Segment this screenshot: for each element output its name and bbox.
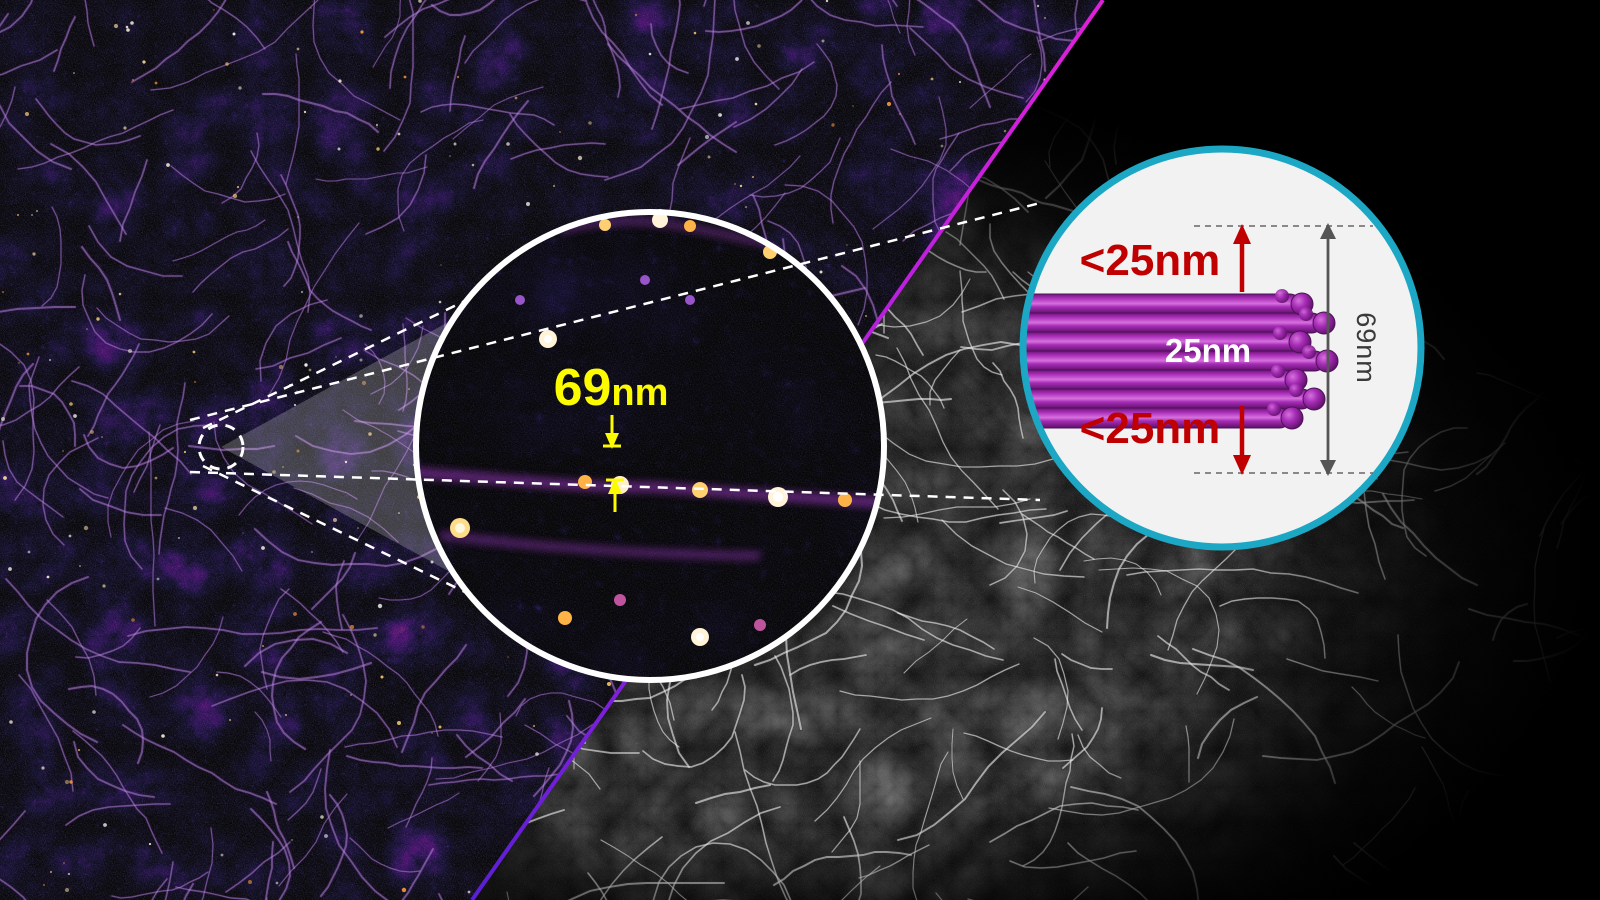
svg-text:<25nm: <25nm (1080, 404, 1221, 453)
svg-text:<25nm: <25nm (1080, 236, 1221, 285)
svg-text:25nm: 25nm (1165, 332, 1251, 369)
svg-text:69nm: 69nm (1351, 312, 1381, 384)
